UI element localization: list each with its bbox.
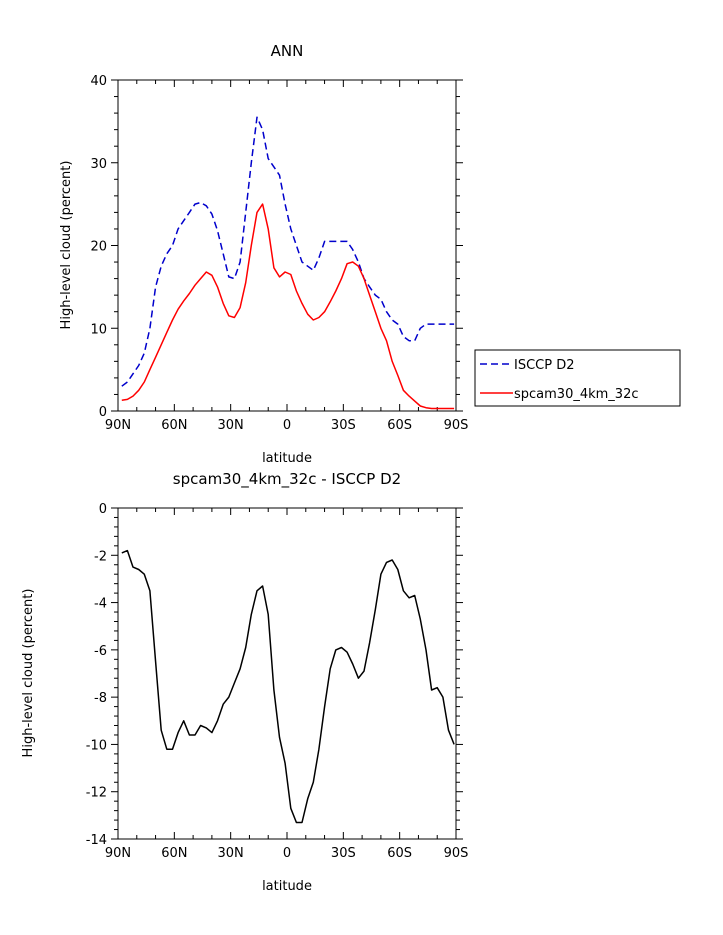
bottom-series-line-0 [121,549,455,824]
top-x-tick-label: 30N [218,418,244,433]
bottom-x-tick-label: 60N [161,846,187,861]
top-y-tick-label: 30 [90,157,107,172]
bottom-x-axis-label: latitude [262,879,312,894]
legend-box [474,349,681,407]
legend-label-isccp: ISCCP D2 [514,358,575,373]
bottom-y-tick-label: -6 [94,644,107,659]
bottom-y-tick-label: -12 [86,786,107,801]
bottom-panel: spcam30_4km_32c - ISCCP D2 90N 60N 30N 0 30S… [21,470,468,894]
top-y-tick-label: 40 [90,74,107,89]
top-y-tick-label: 20 [90,240,107,255]
top-series-line-0 [121,116,455,387]
bottom-y-tick-label: 0 [99,502,107,517]
bottom-y-axis-label: High-level cloud (percent) [21,589,36,758]
bottom-plot-frame [117,507,457,840]
top-chart-title: ANN [271,42,304,60]
bottom-x-tick-label: 90S [444,846,469,861]
top-x-tick-label: 0 [283,418,291,433]
top-panel: ANN 90N 60N 30N 0 30S 60S 90S 0 10 20 30 40 latitud… [59,42,468,466]
top-x-axis-label: latitude [262,451,312,466]
top-plot-frame [117,79,457,412]
top-x-tick-label: 60S [387,418,412,433]
top-x-tick-label: 90N [105,418,131,433]
bottom-y-tick-label: -4 [94,597,107,612]
top-x-tick-label: 90S [444,418,469,433]
bottom-series-lines [121,549,455,824]
top-series-lines [121,116,455,410]
bottom-y-tick-label: -2 [94,549,107,564]
top-x-tick-label: 30S [331,418,356,433]
legend-label-spcam: spcam30_4km_32c [514,387,639,402]
top-series-line-1 [121,203,455,410]
legend: ISCCP D2 spcam30_4km_32c [474,349,681,407]
top-y-tick-label: 10 [90,322,107,337]
top-y-axis-label: High-level cloud (percent) [59,161,74,330]
bottom-x-tick-label: 90N [105,846,131,861]
bottom-x-tick-label: 30S [331,846,356,861]
bottom-x-tick-label: 0 [283,846,291,861]
bottom-chart-title: spcam30_4km_32c - ISCCP D2 [173,470,401,489]
bottom-x-tick-label: 60S [387,846,412,861]
bottom-axis-ticks: 90N 60N 30N 0 30S 60S 90S -14 -12 -10 -8 -6 -4 -2 0 [86,502,469,861]
bottom-y-tick-label: -14 [86,833,107,848]
bottom-x-tick-label: 30N [218,846,244,861]
top-x-tick-label: 60N [161,418,187,433]
top-axis-ticks: 90N 60N 30N 0 30S 60S 90S 0 10 20 30 40 [90,74,468,433]
bottom-y-tick-label: -10 [86,738,107,753]
top-y-tick-label: 0 [99,405,107,420]
bottom-y-tick-label: -8 [94,691,107,706]
